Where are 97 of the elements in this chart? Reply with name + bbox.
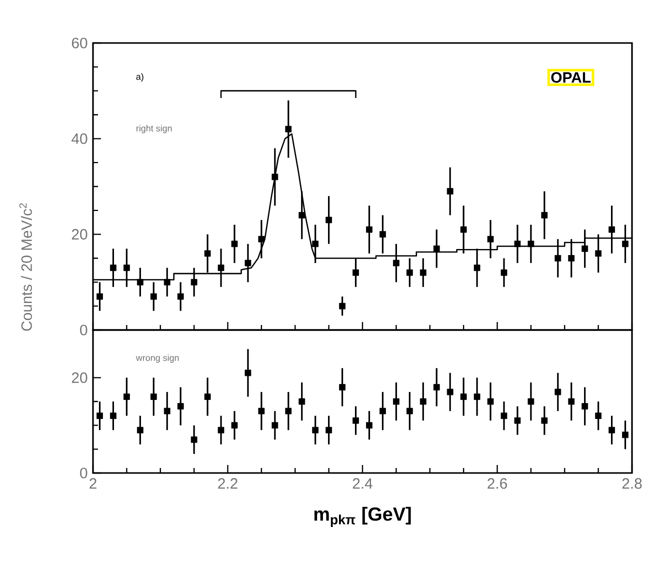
point	[110, 264, 116, 272]
point	[622, 240, 628, 248]
point	[339, 302, 346, 310]
x-axis-title: m$_{pkπ}$ [GeV]	[314, 506, 411, 528]
annotation: a)	[136, 73, 144, 82]
point	[514, 417, 521, 424]
y-tick-label: 40	[72, 133, 88, 144]
x-tick-label: 2	[90, 478, 96, 489]
point	[218, 426, 224, 434]
point	[582, 245, 588, 252]
point	[420, 269, 426, 276]
point	[258, 236, 265, 242]
point	[393, 260, 400, 266]
annotation: OPAL	[551, 72, 591, 83]
y-axis-title: Counts / 20 MeV/c$^{2}$	[19, 203, 32, 331]
point	[312, 240, 319, 248]
y-tick-label: 20	[72, 229, 88, 240]
point	[352, 417, 359, 424]
y-tick-label: 0	[80, 324, 88, 336]
point	[380, 231, 386, 238]
point	[528, 398, 534, 405]
point	[474, 394, 480, 400]
point	[124, 394, 130, 400]
point	[96, 293, 103, 300]
point	[272, 422, 278, 429]
point	[298, 212, 306, 218]
point	[136, 426, 144, 434]
annotation: right sign	[136, 124, 172, 134]
point	[204, 394, 211, 400]
point	[177, 293, 184, 300]
point	[244, 370, 252, 376]
point	[339, 384, 346, 390]
point	[568, 255, 575, 262]
point	[366, 226, 372, 233]
y-tick-label: 60	[72, 38, 88, 48]
point	[420, 398, 426, 405]
point	[326, 216, 332, 224]
point	[474, 264, 480, 272]
point	[96, 412, 103, 419]
point	[608, 426, 615, 434]
point	[164, 408, 170, 414]
point	[487, 398, 494, 405]
point	[231, 240, 238, 248]
point	[582, 403, 588, 410]
point	[285, 126, 292, 132]
point	[218, 264, 224, 272]
point	[500, 412, 508, 419]
point	[460, 394, 467, 400]
point	[514, 240, 521, 248]
point	[500, 269, 508, 276]
y-tick-label: 20	[72, 372, 88, 383]
point	[150, 394, 157, 400]
point	[258, 408, 265, 414]
point	[393, 398, 400, 405]
point	[406, 408, 413, 414]
point	[298, 398, 306, 405]
point	[190, 278, 198, 286]
point	[326, 426, 332, 434]
annotation: wrong sign	[136, 354, 179, 363]
point	[608, 226, 615, 233]
point	[380, 408, 386, 414]
x-tick-label: 2.8	[622, 478, 642, 489]
point	[124, 264, 130, 272]
point	[190, 436, 198, 443]
x-tick-label: 2.4	[352, 478, 372, 489]
point	[446, 388, 454, 396]
point	[622, 432, 628, 438]
point	[487, 236, 494, 242]
point	[312, 426, 319, 434]
y-tick-label: 0	[80, 468, 88, 478]
point	[446, 188, 454, 194]
x-tick-label: 2.6	[488, 478, 507, 489]
x-tick-label: 2.2	[218, 478, 238, 489]
point	[285, 408, 292, 414]
point	[406, 269, 413, 276]
point	[231, 422, 238, 429]
point	[110, 412, 116, 419]
point	[541, 417, 548, 424]
point	[433, 384, 440, 390]
point	[244, 260, 252, 266]
point	[164, 278, 170, 286]
point	[352, 269, 359, 276]
point	[595, 412, 602, 419]
point	[204, 250, 211, 257]
point	[568, 398, 575, 405]
point	[366, 422, 372, 429]
point	[177, 403, 184, 410]
point	[136, 278, 144, 286]
point	[433, 245, 440, 252]
point	[554, 388, 562, 396]
point	[272, 174, 278, 180]
point	[460, 226, 467, 233]
point	[595, 250, 602, 257]
point	[554, 255, 562, 262]
point	[528, 240, 534, 248]
point	[541, 212, 548, 218]
point	[150, 293, 157, 300]
